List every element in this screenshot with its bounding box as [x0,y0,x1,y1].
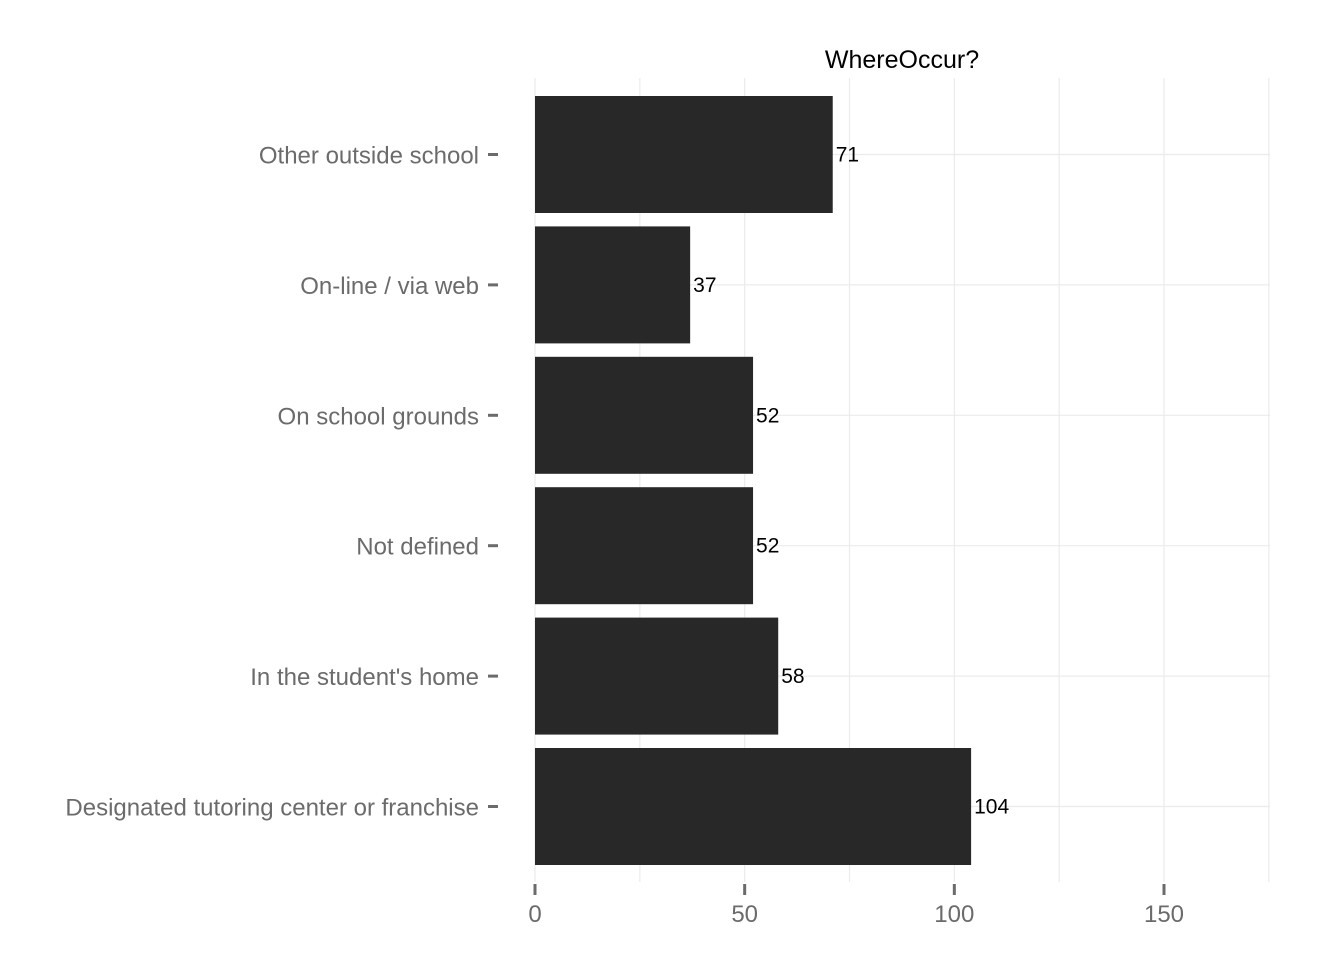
x-axis: 0 50 100 150 [528,884,1184,928]
data-label: 58 [781,665,804,688]
data-labels: 71 37 52 52 58 104 [693,144,1009,819]
category-label: In the student's home [250,664,479,691]
x-tick-label: 0 [528,901,541,928]
bar [535,617,779,735]
bar [535,96,833,213]
bar [535,226,691,344]
bars [535,96,972,865]
x-tick-label: 50 [731,901,758,928]
x-tick-label: 100 [934,901,974,928]
data-label: 52 [756,535,779,558]
data-label: 52 [756,404,779,427]
bar [535,487,754,605]
x-tick-label: 150 [1144,901,1184,928]
category-label: Designated tutoring center or franchise [65,795,479,822]
category-label: Other outside school [259,143,479,170]
data-label: 71 [836,144,859,167]
data-label: 104 [974,796,1009,819]
bar [535,748,972,865]
bar [535,356,754,474]
data-label: 37 [693,274,716,297]
chart-title: WhereOccur? [825,46,979,74]
category-label: Not defined [356,534,479,561]
category-label: On school grounds [278,403,479,430]
category-label: On-line / via web [300,273,479,300]
category-axis: Other outside school On-line / via web On … [65,143,498,822]
